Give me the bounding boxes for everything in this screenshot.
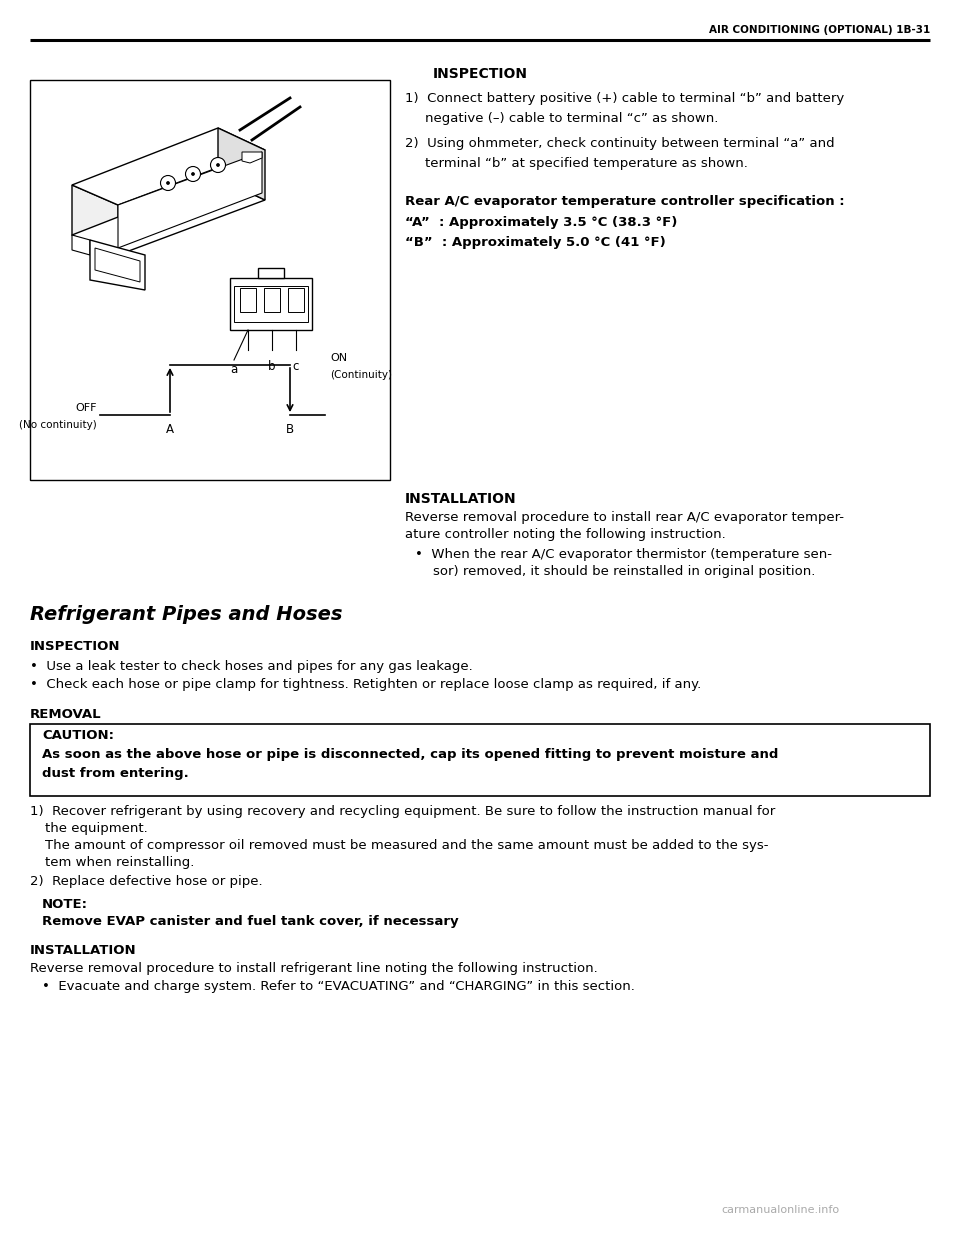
Text: terminal “b” at specified temperature as shown.: terminal “b” at specified temperature as… [425, 157, 748, 170]
Text: dust from entering.: dust from entering. [42, 767, 189, 781]
Text: tem when reinstalling.: tem when reinstalling. [45, 856, 194, 869]
Polygon shape [72, 185, 118, 254]
Text: c: c [293, 359, 300, 373]
Text: a: a [230, 363, 238, 375]
Bar [258, 268, 284, 278]
Bar [230, 278, 312, 330]
Text: sor) removed, it should be reinstalled in original position.: sor) removed, it should be reinstalled i… [433, 564, 815, 578]
Text: carmanualonline.info: carmanualonline.info [722, 1205, 840, 1215]
Text: CAUTION:: CAUTION: [42, 729, 114, 742]
Text: (Continuity): (Continuity) [330, 370, 392, 380]
Text: (No continuity): (No continuity) [19, 420, 97, 430]
Text: AIR CONDITIONING (OPTIONAL) 1B-31: AIR CONDITIONING (OPTIONAL) 1B-31 [708, 25, 930, 35]
Text: INSTALLATION: INSTALLATION [30, 944, 136, 957]
Circle shape [166, 182, 170, 184]
Text: Reverse removal procedure to install rear A/C evaporator temper-: Reverse removal procedure to install rea… [405, 511, 844, 524]
Polygon shape [72, 235, 90, 254]
Text: •  Evacuate and charge system. Refer to “EVACUATING” and “CHARGING” in this sect: • Evacuate and charge system. Refer to “… [42, 981, 635, 993]
Bar [234, 287, 308, 322]
Text: The amount of compressor oil removed must be measured and the same amount must b: The amount of compressor oil removed mus… [45, 839, 769, 852]
Text: Rear A/C evaporator temperature controller specification :: Rear A/C evaporator temperature controll… [405, 195, 845, 207]
Bar [30, 724, 930, 797]
Text: Reverse removal procedure to install refrigerant line noting the following instr: Reverse removal procedure to install ref… [30, 962, 598, 974]
Polygon shape [242, 152, 262, 163]
Text: “A”  : Approximately 3.5 °C (38.3 °F): “A” : Approximately 3.5 °C (38.3 °F) [405, 216, 678, 228]
Text: As soon as the above hose or pipe is disconnected, cap its opened fitting to pre: As soon as the above hose or pipe is dis… [42, 748, 779, 761]
Text: OFF: OFF [76, 403, 97, 412]
Text: INSTALLATION: INSTALLATION [405, 492, 516, 506]
Text: •  Use a leak tester to check hoses and pipes for any gas leakage.: • Use a leak tester to check hoses and p… [30, 659, 472, 673]
Text: INSPECTION: INSPECTION [30, 640, 121, 653]
Circle shape [185, 167, 201, 182]
Circle shape [160, 175, 176, 190]
Bar [288, 288, 304, 312]
Polygon shape [118, 152, 262, 248]
Text: 1)  Recover refrigerant by using recovery and recycling equipment. Be sure to fo: 1) Recover refrigerant by using recovery… [30, 805, 776, 818]
Circle shape [217, 163, 220, 167]
Text: ON: ON [330, 353, 348, 363]
Bar [30, 80, 390, 480]
Bar [240, 288, 256, 312]
Circle shape [210, 158, 226, 173]
Polygon shape [72, 178, 265, 254]
Text: 2)  Using ohmmeter, check continuity between terminal “a” and: 2) Using ohmmeter, check continuity betw… [405, 137, 834, 149]
Text: NOTE:: NOTE: [42, 898, 88, 911]
Text: the equipment.: the equipment. [45, 823, 148, 835]
Text: Refrigerant Pipes and Hoses: Refrigerant Pipes and Hoses [30, 605, 343, 624]
Text: B: B [286, 424, 294, 436]
Text: 2)  Replace defective hose or pipe.: 2) Replace defective hose or pipe. [30, 876, 263, 888]
Polygon shape [90, 240, 145, 290]
Text: REMOVAL: REMOVAL [30, 708, 102, 721]
Polygon shape [72, 128, 265, 205]
Text: A: A [166, 424, 174, 436]
Polygon shape [218, 128, 265, 200]
Text: negative (–) cable to terminal “c” as shown.: negative (–) cable to terminal “c” as sh… [425, 112, 718, 125]
Text: Remove EVAP canister and fuel tank cover, if necessary: Remove EVAP canister and fuel tank cover… [42, 915, 459, 927]
Polygon shape [95, 248, 140, 282]
Bar [264, 288, 280, 312]
Circle shape [191, 173, 195, 175]
Text: •  Check each hose or pipe clamp for tightness. Retighten or replace loose clamp: • Check each hose or pipe clamp for tigh… [30, 678, 701, 692]
Text: INSPECTION: INSPECTION [433, 67, 527, 82]
Text: ature controller noting the following instruction.: ature controller noting the following in… [405, 529, 726, 541]
Text: •  When the rear A/C evaporator thermistor (temperature sen-: • When the rear A/C evaporator thermisto… [415, 548, 832, 561]
Text: “B”  : Approximately 5.0 °C (41 °F): “B” : Approximately 5.0 °C (41 °F) [405, 236, 665, 249]
Text: 1)  Connect battery positive (+) cable to terminal “b” and battery: 1) Connect battery positive (+) cable to… [405, 91, 844, 105]
Text: b: b [268, 359, 276, 373]
